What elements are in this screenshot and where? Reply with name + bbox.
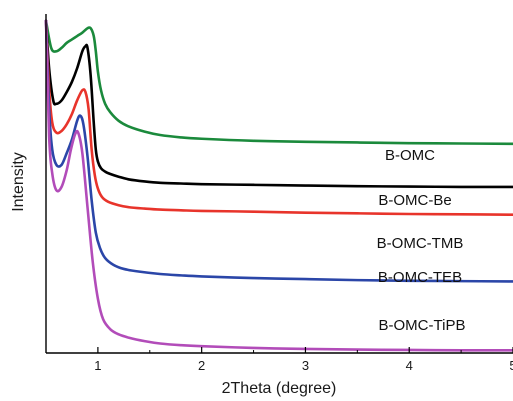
x-tick-label: 2: [198, 358, 205, 373]
series-label-4: B-OMC-TiPB: [379, 317, 466, 334]
series-line-3: [44, 19, 513, 283]
x-tick-label: 3: [302, 358, 309, 373]
x-tick-label: 1: [94, 358, 101, 373]
series-line-0: [44, 19, 513, 146]
x-tick-label: 5: [509, 358, 513, 373]
series-line-2: [44, 19, 513, 216]
axes-layer: 1 2 3 4 5: [45, 14, 513, 373]
series-layer: [44, 19, 513, 352]
x-axis-title: 2Theta (degree): [222, 380, 337, 397]
labels-layer: B-OMC B-OMC-Be B-OMC-TMB B-OMC-TEB B-OMC-TiP…: [377, 147, 466, 334]
series-label-3: B-OMC-TEB: [378, 269, 462, 286]
x-tick-label: 4: [406, 358, 413, 373]
series-label-0: B-OMC: [385, 147, 435, 164]
series-line-1: [44, 19, 513, 189]
series-label-2: B-OMC-TMB: [377, 235, 464, 252]
y-axis-title: Intensity: [10, 152, 27, 212]
series-line-4: [44, 19, 513, 352]
series-label-1: B-OMC-Be: [378, 192, 451, 209]
